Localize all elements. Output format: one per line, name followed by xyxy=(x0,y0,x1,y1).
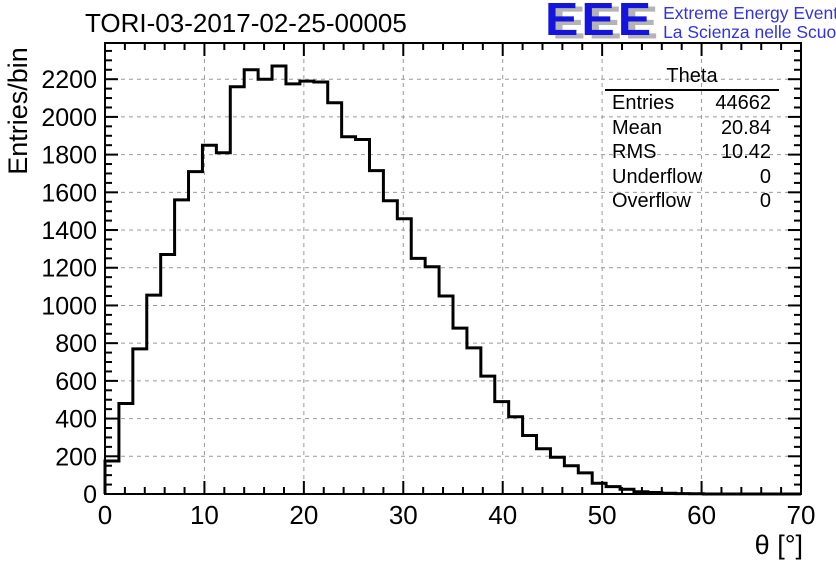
eee-logo-line2: La Scienza nelle Scuole xyxy=(663,22,836,42)
stats-row-overflow: Overflow 0 xyxy=(605,189,779,214)
y-tick-label: 800 xyxy=(55,330,97,358)
x-tick-label: 50 xyxy=(588,500,617,530)
stats-value: 0 xyxy=(759,165,771,188)
stats-row-underflow: Underflow 0 xyxy=(605,165,779,190)
y-tick-label: 1800 xyxy=(41,142,97,170)
stats-value: 0 xyxy=(759,190,771,212)
y-tick-label: 2000 xyxy=(41,104,97,132)
eee-logo-text: Extreme Energy Events La Scienza nelle S… xyxy=(663,1,836,42)
x-axis-title: θ [°] xyxy=(754,530,803,560)
stats-value: 44662 xyxy=(715,92,771,114)
x-tick-label: 20 xyxy=(289,500,318,530)
stats-value: 10.42 xyxy=(720,141,771,163)
x-tick-label: 70 xyxy=(787,500,816,530)
y-tick-label: 1400 xyxy=(41,217,97,245)
eee-logo-line1: Extreme Energy Events xyxy=(663,3,836,23)
x-tick-label: 60 xyxy=(687,500,716,530)
y-tick-label: 1600 xyxy=(41,179,97,207)
stats-box: Theta Entries 44662 Mean 20.84 RMS 10.42… xyxy=(605,66,779,214)
y-tick-label: 1200 xyxy=(41,255,97,283)
stats-row-mean: Mean 20.84 xyxy=(605,116,779,141)
stats-value: 20.84 xyxy=(720,116,771,139)
stats-row-rms: RMS 10.42 xyxy=(605,140,779,165)
eee-logo-acronym: EEE xyxy=(545,0,655,46)
y-tick-label: 1000 xyxy=(41,292,97,320)
stats-label: Underflow xyxy=(612,165,703,188)
stats-label: Mean xyxy=(612,116,663,139)
eee-logo: EEE Extreme Energy Events La Scienza nel… xyxy=(545,0,836,46)
stats-label: RMS xyxy=(612,141,657,163)
y-tick-label: 400 xyxy=(55,406,97,434)
histogram-title: TORI-03-2017-02-25-00005 xyxy=(85,8,407,38)
stats-label: Entries xyxy=(612,92,675,114)
y-tick-label: 200 xyxy=(55,443,97,471)
y-tick-label: 600 xyxy=(55,368,97,396)
stats-label: Overflow xyxy=(612,190,691,212)
x-tick-label: 40 xyxy=(488,500,517,530)
y-tick-label: 2200 xyxy=(41,66,97,94)
y-tick-label: 0 xyxy=(83,481,97,509)
histogram-line xyxy=(103,64,801,496)
x-tick-label: 0 xyxy=(98,500,112,530)
x-tick-label: 30 xyxy=(389,500,418,530)
stats-box-title: Theta xyxy=(605,66,779,91)
x-tick-label: 10 xyxy=(190,500,219,530)
stats-row-entries: Entries 44662 xyxy=(605,91,779,116)
y-axis-title: Entries/bin xyxy=(3,47,33,175)
